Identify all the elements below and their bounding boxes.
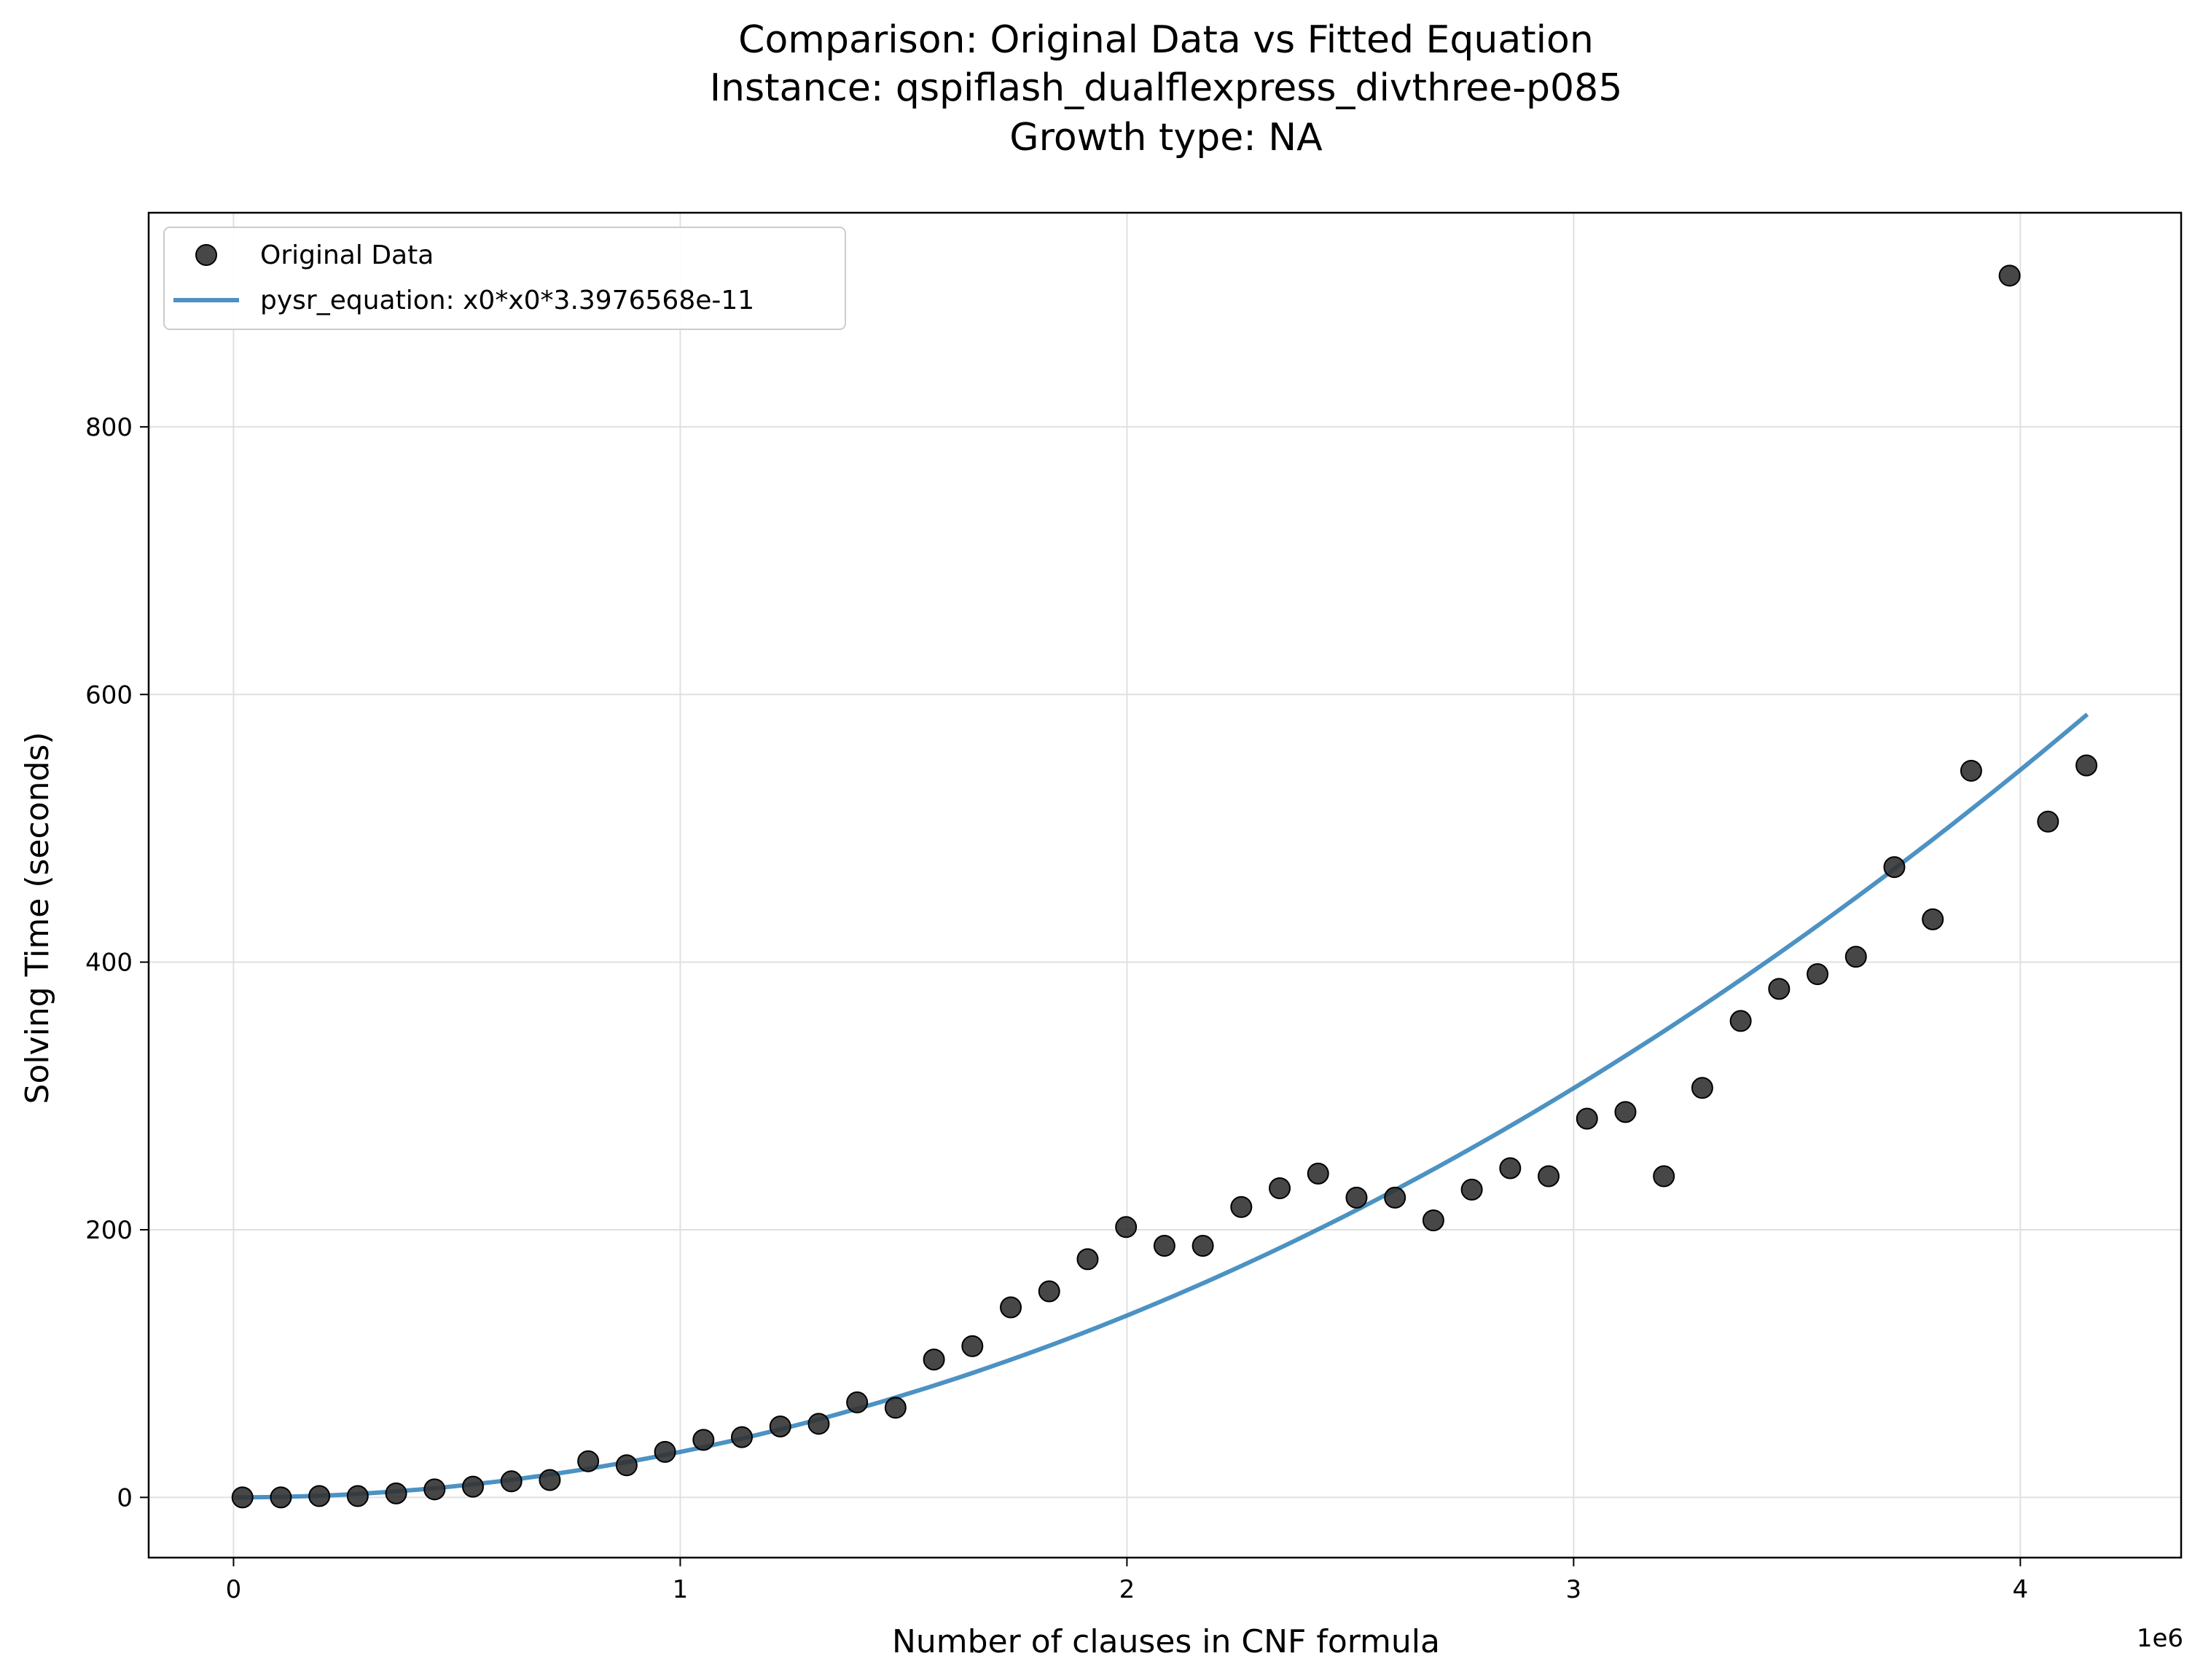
data-point [1422,1209,1444,1232]
data-point [1576,1107,1598,1130]
data-point [462,1475,485,1498]
data-point [423,1478,446,1501]
data-point [1768,978,1791,1000]
data-point [231,1486,254,1509]
data-point [539,1469,561,1491]
x-tick-label: 0 [226,1575,242,1604]
data-point [846,1391,869,1413]
title-line-2: Instance: qspiflash_dualflexpress_divthr… [710,66,1623,110]
data-point [769,1415,791,1437]
x-tick-label: 1 [673,1575,689,1604]
data-point [1115,1216,1138,1239]
x-offset-label: 1e6 [2137,1624,2183,1653]
legend: Original Data pysr_equation: x0*x0*3.397… [163,227,846,330]
data-point [1499,1157,1522,1179]
data-point [884,1397,907,1419]
data-point [1384,1186,1406,1209]
y-tick-label: 200 [85,1216,133,1245]
data-point [1844,946,1867,968]
y-tick-label: 0 [117,1483,133,1512]
x-tick-label: 2 [1119,1575,1135,1604]
y-tick-label: 400 [85,949,133,978]
legend-line-label: pysr_equation: x0*x0*3.3976568e-11 [260,286,754,315]
data-point [577,1450,600,1472]
data-point [1883,856,1906,879]
y-axis-label: Solving Time (seconds) [19,732,56,1104]
fitted-curve [233,713,2089,1500]
data-point [1345,1186,1368,1209]
axis-ticks: 0 1 2 3 4 0 200 400 600 800 [85,413,2028,1604]
data-points-layer [231,264,2098,1509]
grid [149,213,2181,1558]
data-point [615,1454,638,1477]
data-point [346,1485,369,1507]
data-point [1269,1177,1291,1200]
data-point [1192,1235,1214,1257]
x-tick-label: 3 [1566,1575,1582,1604]
data-point [270,1486,292,1509]
y-tick-label: 600 [85,680,133,710]
data-point [692,1429,715,1451]
data-point [385,1482,407,1504]
data-point [1153,1235,1175,1257]
legend-scatter-label: Original Data [260,240,434,270]
plot-frame [147,211,2183,1559]
data-point [308,1485,331,1507]
title-line-1: Comparison: Original Data vs Fitted Equa… [738,18,1594,62]
data-point [923,1349,945,1371]
chart-title: Comparison: Original Data vs Fitted Equa… [710,18,1623,160]
data-point [1614,1101,1637,1123]
data-point [2075,754,2098,777]
data-point [961,1335,984,1357]
data-point [1000,1296,1022,1319]
data-point [500,1470,523,1493]
data-point [1960,759,1982,782]
data-point [1729,1010,1752,1032]
data-point [1922,908,1944,930]
data-point [1807,963,1829,986]
y-tick-label: 800 [85,413,133,442]
x-axis-label: Number of clauses in CNF formula [892,1623,1440,1660]
legend-scatter-marker [195,244,217,266]
data-point [1307,1162,1329,1185]
data-point [654,1440,676,1463]
data-point [2037,810,2059,833]
data-point [1538,1165,1560,1188]
data-point [807,1413,830,1435]
data-point [731,1426,754,1448]
data-point [1998,264,2021,287]
data-point [1691,1077,1713,1099]
title-line-3: Growth type: NA [1009,116,1323,160]
data-point [1460,1178,1483,1201]
data-point [1230,1196,1253,1218]
data-point [1653,1165,1675,1188]
x-tick-label: 4 [2013,1575,2029,1604]
data-point [1038,1280,1060,1303]
fitted-curve-layer [233,713,2089,1500]
legend-box [163,227,846,330]
data-point [1076,1248,1099,1271]
